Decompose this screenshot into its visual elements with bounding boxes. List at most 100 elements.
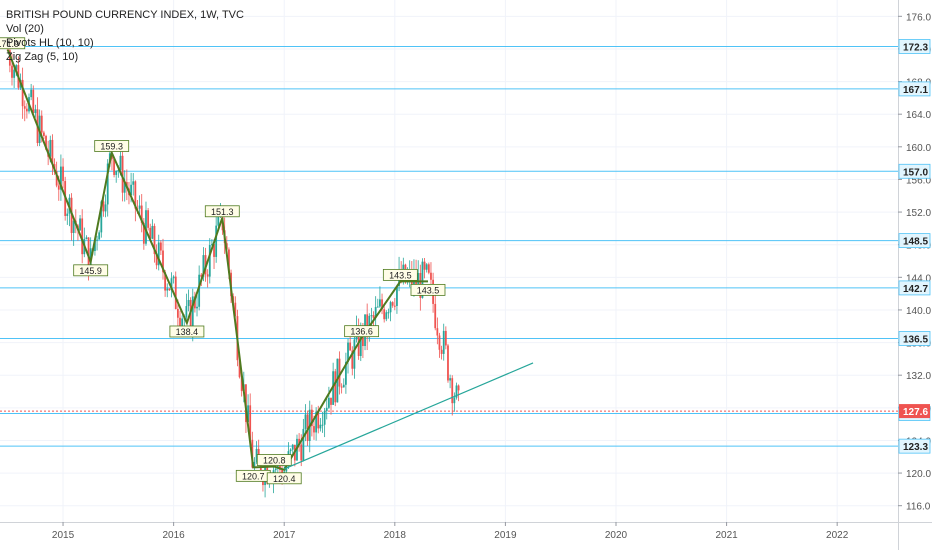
candle-body — [159, 242, 162, 251]
candle-body — [62, 166, 64, 182]
candle-body — [391, 302, 394, 306]
candle-body — [145, 210, 147, 244]
candle-body — [157, 242, 160, 266]
candle-body — [351, 350, 354, 369]
candle-body — [321, 424, 324, 426]
candle-body — [291, 444, 294, 450]
level-price-tag — [898, 331, 931, 346]
x-tick-label: 2022 — [826, 530, 849, 541]
zigzag: 171.9 145.9 159.3 138.4 151.3 120.7 120.8 120.4… — [0, 37, 446, 485]
candle-body — [206, 274, 209, 277]
candle-body — [168, 288, 171, 291]
candle-body — [113, 158, 115, 175]
candle-body — [21, 79, 24, 107]
pivot-label-box — [0, 37, 26, 50]
candle-body — [434, 303, 437, 329]
level-price-tag — [898, 280, 931, 296]
y-tick-label: 132.0 — [906, 371, 931, 382]
candle-body — [436, 328, 439, 336]
pivot-label: 120.4 — [273, 474, 296, 484]
candle-body — [319, 424, 322, 429]
candle-body — [140, 205, 143, 223]
candle-body — [119, 155, 122, 171]
zigzag-line — [6, 49, 428, 472]
candle-body — [310, 409, 313, 427]
x-tick-label: 2020 — [605, 530, 628, 541]
y-tick-label: 120.0 — [906, 469, 931, 480]
candle-body — [66, 213, 69, 216]
candle-body — [123, 182, 126, 193]
candle-body — [327, 397, 330, 408]
x-tick-label: 2021 — [715, 530, 738, 541]
y-tick-label: 116.0 — [906, 502, 931, 513]
candle-body — [181, 318, 184, 327]
y-tick-label: 164.0 — [906, 110, 931, 121]
candle-body — [455, 385, 458, 398]
indicator-zigzag[interactable]: Zig Zag (5, 10) — [6, 51, 79, 63]
candle-body — [347, 342, 349, 362]
y-tick-label: 176.0 — [906, 12, 931, 23]
candle-body — [134, 181, 137, 209]
candle-body — [30, 89, 33, 98]
candle-body — [340, 386, 343, 388]
candle-body — [315, 411, 318, 433]
candle-body — [249, 405, 252, 440]
candle-body — [342, 384, 345, 388]
indicator-volume[interactable]: Vol (20) — [6, 23, 44, 35]
candle-body — [440, 349, 443, 354]
candle-body — [94, 240, 96, 251]
candle-body — [449, 378, 452, 381]
candle-body — [32, 89, 35, 114]
pivot-label: 143.5 — [389, 270, 412, 280]
time-axis: 2015 2016 2017 2018 2019 2020 2021 2022 — [0, 522, 932, 541]
candle-body — [11, 65, 13, 78]
candle-body — [425, 264, 428, 270]
candle-body — [191, 296, 194, 329]
pivot-label-box — [256, 454, 292, 466]
candle-body — [349, 342, 352, 351]
candle-body — [381, 299, 383, 310]
candle-body — [151, 225, 154, 239]
x-tick-label: 2019 — [494, 530, 517, 541]
legend: BRITISH POUND CURRENCY INDEX, 1W, TVC Vo… — [6, 8, 244, 64]
candle-body — [45, 135, 47, 150]
y-tick-label: 152.0 — [906, 208, 931, 219]
candle-body — [423, 261, 426, 270]
candle-body — [15, 65, 18, 70]
candle-body — [421, 261, 424, 298]
y-tick-label: 144.0 — [906, 273, 931, 284]
candle-body — [370, 315, 373, 317]
candle-body — [457, 385, 460, 391]
pivot-label: 145.9 — [79, 266, 102, 276]
candle-body — [304, 414, 307, 429]
pivot-label: 120.7 — [242, 471, 265, 481]
indicator-pivots[interactable]: Pivots HL (10, 10) — [6, 37, 94, 49]
pivot-label: 159.3 — [100, 142, 123, 152]
pivot-label: 138.4 — [176, 327, 199, 337]
candle-body — [442, 330, 445, 354]
candle-body — [115, 170, 118, 175]
candle-body — [389, 302, 392, 313]
candle-body — [306, 414, 309, 441]
pivot-label: 143.5 — [417, 285, 440, 295]
candle-body — [344, 361, 347, 385]
candle-body — [208, 245, 211, 277]
candle-body — [353, 339, 356, 369]
candle-body — [121, 155, 124, 193]
price-axis: 116.0120.0124.0128.0132.0136.0140.0144.0… — [898, 0, 932, 550]
candle-body — [255, 448, 258, 462]
x-tick-label: 2018 — [384, 530, 407, 541]
candle-body — [215, 225, 218, 257]
candle-body — [198, 274, 201, 307]
pivot-label-box — [94, 140, 130, 152]
candle-body — [417, 273, 420, 286]
candle-body — [217, 214, 220, 226]
candle-body — [51, 139, 54, 165]
candle-body — [42, 132, 45, 136]
candle-body — [427, 264, 430, 273]
y-tick-label: 156.0 — [906, 175, 931, 186]
candle-body — [289, 449, 292, 452]
candle-body — [117, 170, 120, 172]
